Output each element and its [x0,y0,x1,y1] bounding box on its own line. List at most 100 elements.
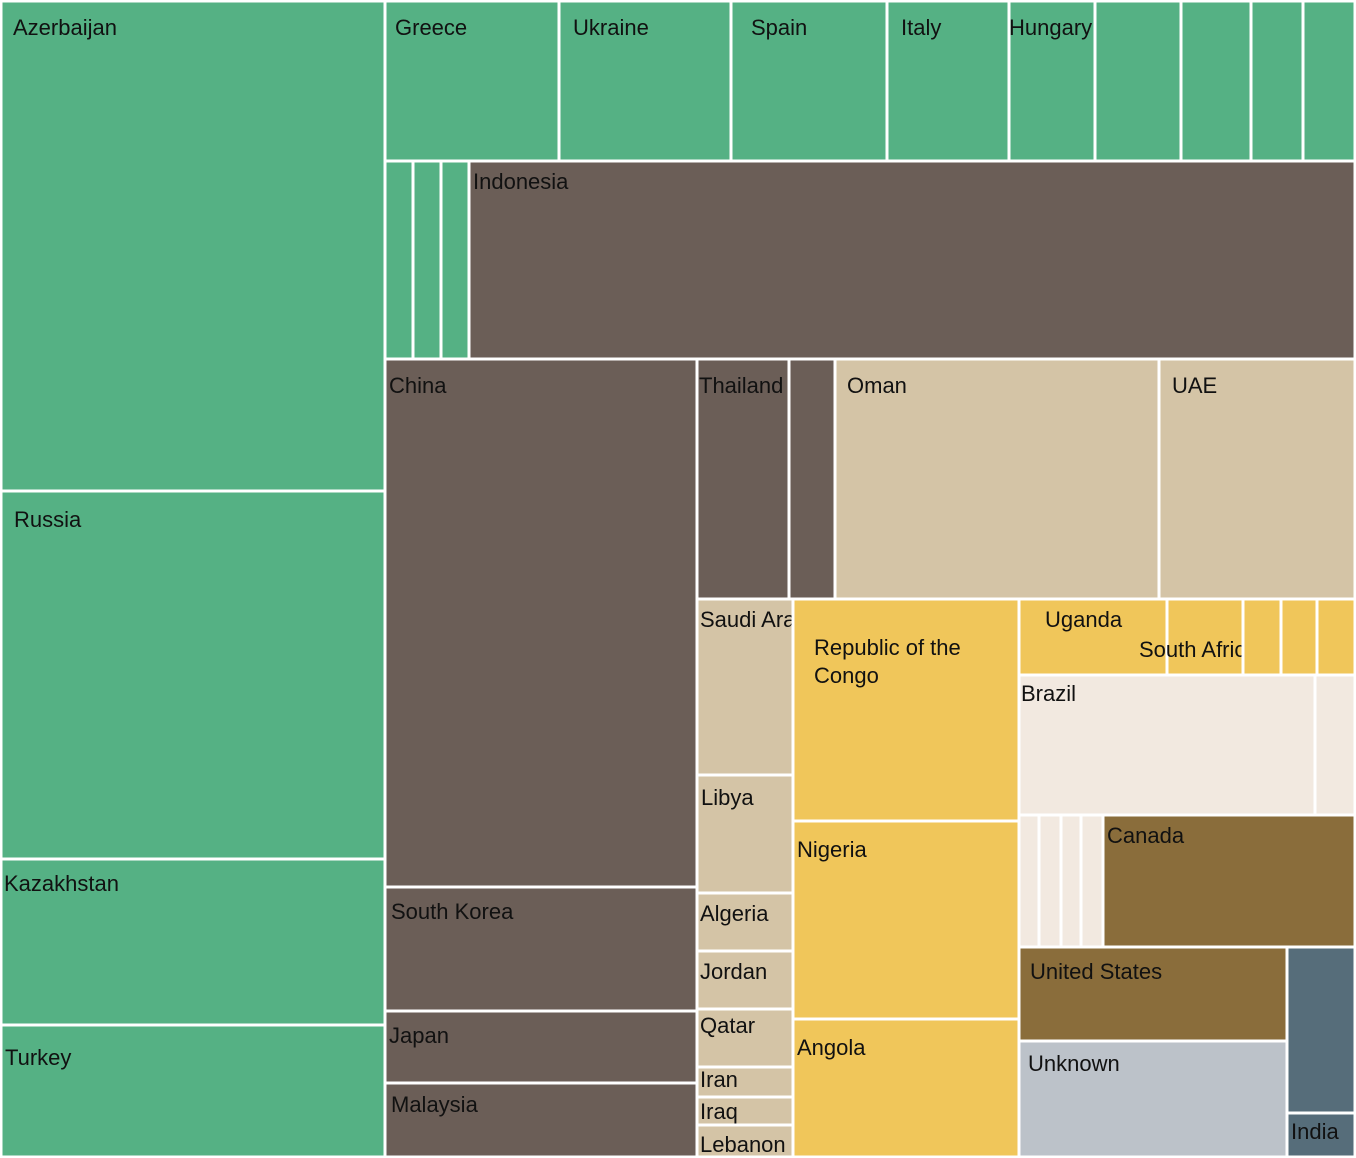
treemap-rect-unlabeled-14 [411,159,443,361]
treemap-rect-qatar [695,1007,795,1069]
treemap-cell-unknown: Unknown [1017,1039,1289,1158]
treemap-cell-unlabeled-39 [1279,597,1319,677]
treemap-rect-unlabeled-43 [1017,813,1041,949]
treemap-label-china: China [389,373,447,398]
treemap-rect-greece [383,0,561,163]
treemap-rect-unlabeled-45 [1059,813,1083,949]
treemap-cell-saudi-arabia: Saudi Arabia [695,597,826,777]
treemap-cell-unlabeled-50 [1285,945,1356,1115]
treemap-rect-azerbaijan [0,0,387,493]
treemap-rect-turkey [0,1023,387,1158]
treemap-label-italy: Italy [901,15,941,40]
treemap-rect-unlabeled-15 [439,159,471,361]
treemap-label-south-korea: South Korea [391,899,514,924]
treemap-rect-unlabeled-40 [1315,597,1356,677]
treemap-cell-unlabeled-11 [1249,0,1305,163]
treemap-label-azerbaijan: Azerbaijan [13,15,117,40]
treemap-rect-libya [695,773,795,895]
treemap-rect-unlabeled-12 [1301,0,1356,163]
treemap-cell-unlabeled-15 [439,159,471,361]
treemap-cell-thailand: Thailand [695,357,791,601]
treemap-rect-kazakhstan [0,857,387,1027]
treemap-label-turkey: Turkey [5,1045,71,1070]
treemap-label-qatar: Qatar [700,1013,755,1038]
treemap-rect-jordan [695,949,795,1011]
treemap-rect-algeria [695,891,795,953]
treemap-label-oman: Oman [847,373,907,398]
treemap-rect-unlabeled-13 [383,159,415,361]
treemap-cell-unlabeled-14 [411,159,443,361]
treemap-cell-unlabeled-46 [1079,813,1105,949]
treemap-rect-italy [885,0,1011,163]
treemap-label-libya: Libya [701,785,754,810]
treemap-label-spain: Spain [751,15,807,40]
treemap-label-russia: Russia [14,507,82,532]
treemap-label-india: India [1291,1119,1339,1144]
treemap-cell-nigeria: Nigeria [791,819,1021,1021]
treemap-cell-india: India [1285,1111,1356,1158]
treemap-cell-united-states: United States [1017,945,1289,1043]
treemap-label-brazil: Brazil [1021,681,1076,706]
treemap-cell-unlabeled-10 [1179,0,1253,163]
treemap-cell-uae: UAE [1157,357,1356,601]
treemap-label-ukraine: Ukraine [573,15,649,40]
treemap-cell-uganda: Uganda [1017,597,1169,677]
treemap-cell-angola: Angola [791,1017,1021,1158]
treemap-cell-unlabeled-45 [1059,813,1083,949]
treemap-cell-malaysia: Malaysia [383,1081,699,1158]
treemap-rect-unlabeled-38 [1241,597,1283,677]
treemap-rect-united-states [1017,945,1289,1043]
treemap-cell-unlabeled-44 [1037,813,1063,949]
treemap-label-hungary: Hungary [1009,15,1092,40]
treemap-cell-indonesia: Indonesia [467,159,1356,361]
treemap-cell-unlabeled-22 [787,357,837,601]
treemap-label-japan: Japan [389,1023,449,1048]
treemap-rect-nigeria [791,819,1021,1021]
treemap-rect-lebanon [695,1123,795,1158]
treemap-rect-oman [833,357,1161,601]
treemap-rect-indonesia [467,159,1356,361]
treemap-label-canada: Canada [1107,823,1185,848]
treemap-label-greece: Greece [395,15,467,40]
treemap-cell-unlabeled-43 [1017,813,1041,949]
treemap-rect-unlabeled-22 [787,357,837,601]
treemap-cell-ukraine: Ukraine [557,0,733,163]
treemap-rect-angola [791,1017,1021,1158]
treemap-rect-unlabeled-42 [1313,673,1356,817]
treemap-rect-india [1285,1111,1356,1158]
treemap-rect-unlabeled-46 [1079,813,1105,949]
treemap-cell-brazil: Brazil [1017,673,1317,817]
treemap-rect-south-korea [383,885,699,1013]
treemap-label-republic-of-the-congo: Republic of the Congo [814,635,961,688]
treemap-cell-iran: Iran [695,1065,795,1099]
treemap-label-thailand: Thailand [699,373,783,398]
treemap-label-malaysia: Malaysia [391,1092,479,1117]
treemap-cell-unlabeled-12 [1301,0,1356,163]
treemap-cell-spain: Spain [729,0,889,163]
treemap-rect-saudi-arabia [695,597,795,777]
treemap-rect-unlabeled-9 [1093,0,1183,163]
treemap-cell-republic-of-the-congo: Republic of the Congo [791,597,1021,823]
treemap-rect-canada [1101,813,1356,949]
treemap-label-united-states: United States [1030,959,1162,984]
treemap-cell-unlabeled-40 [1315,597,1356,677]
treemap-rect-china [383,357,699,889]
treemap-cell-japan: Japan [383,1009,699,1085]
treemap-cell-unlabeled-42 [1313,673,1356,817]
treemap-label-unknown: Unknown [1028,1051,1120,1076]
treemap-label-angola: Angola [797,1035,866,1060]
treemap-cell-unlabeled-38 [1241,597,1283,677]
treemap-label-lebanon: Lebanon [700,1132,786,1157]
treemap-rect-unlabeled-39 [1279,597,1319,677]
treemap-rect-unlabeled-50 [1285,945,1356,1115]
treemap-cell-unlabeled-13 [383,159,415,361]
treemap-cell-china: China [383,357,699,889]
treemap-cell-qatar: Qatar [695,1007,795,1069]
treemap-rect-uganda [1017,597,1169,677]
treemap-cell-oman: Oman [833,357,1161,601]
treemap-label-iraq: Iraq [700,1099,738,1124]
treemap-rect-unlabeled-44 [1037,813,1063,949]
treemap-rect-malaysia [383,1081,699,1158]
treemap-label-algeria: Algeria [700,901,769,926]
treemap-cell-hungary: Hungary [1007,0,1097,163]
